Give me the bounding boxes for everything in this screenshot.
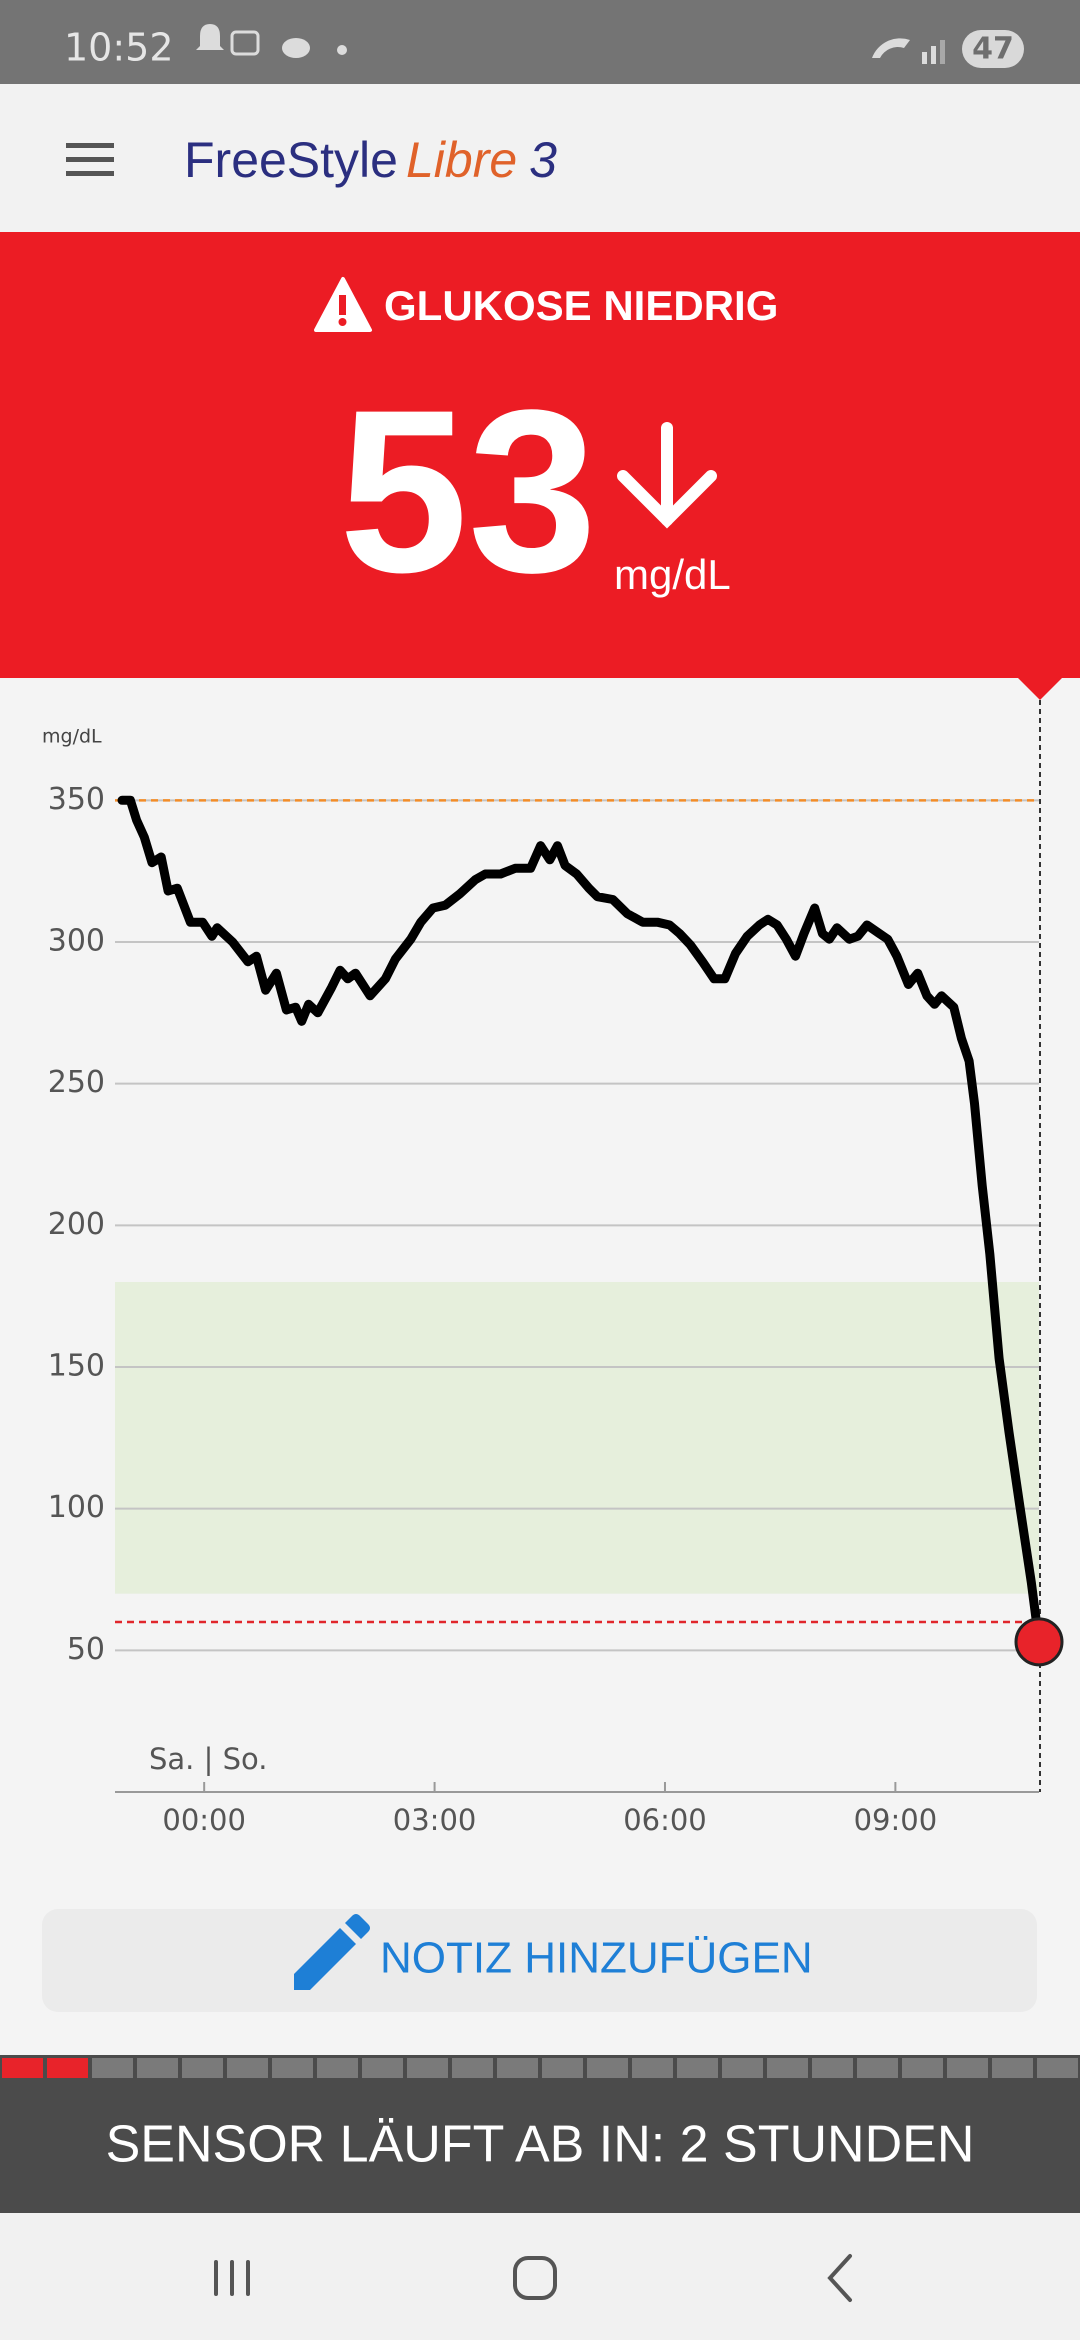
nav-bar xyxy=(0,2213,1080,2340)
sensor-segment xyxy=(992,2058,1033,2078)
sensor-segment xyxy=(767,2058,808,2078)
current-reading xyxy=(1014,1617,1064,1667)
menu-line xyxy=(66,157,114,162)
sensor-segment xyxy=(497,2058,538,2078)
sensor-segment xyxy=(47,2058,88,2078)
sensor-banner xyxy=(0,2080,1080,2213)
sensor-segment xyxy=(902,2058,943,2078)
x-tick-label: 00:00 xyxy=(162,1803,246,1837)
status-icons xyxy=(196,24,1024,68)
sensor-segment xyxy=(587,2058,628,2078)
battery-level: 47 xyxy=(972,32,1014,67)
nav-buttons xyxy=(214,2254,852,2302)
target-range xyxy=(115,1282,1039,1594)
wifi-icon xyxy=(872,38,910,58)
day-label: Sa. | So. xyxy=(149,1742,267,1776)
y-axis-label: mg/dL xyxy=(42,726,102,748)
alert-title: GLUKOSE NIEDRIG xyxy=(384,282,778,329)
sensor-segment xyxy=(722,2058,763,2078)
sensor-segment xyxy=(272,2058,313,2078)
sensor-progress-bg xyxy=(0,2055,1080,2080)
brand-product: Libre xyxy=(406,132,517,188)
pencil-tip xyxy=(345,1914,370,1939)
x-tick-label: 09:00 xyxy=(854,1803,938,1837)
sensor-segment xyxy=(317,2058,358,2078)
sensor-segment xyxy=(947,2058,988,2078)
sensor-segment xyxy=(137,2058,178,2078)
sensor-segment xyxy=(362,2058,403,2078)
sensor-segment xyxy=(92,2058,133,2078)
sensor-segment xyxy=(677,2058,718,2078)
y-tick-label: 200 xyxy=(48,1207,105,1242)
sensor-segment xyxy=(2,2058,43,2078)
recents-button[interactable] xyxy=(214,2260,250,2296)
y-tick-label: 250 xyxy=(48,1065,105,1100)
menu-line xyxy=(66,171,114,176)
menu-line xyxy=(66,143,114,148)
glucose-unit: mg/dL xyxy=(614,551,731,598)
brand-logo: FreeStyle Libre 3 xyxy=(184,132,557,188)
app-header xyxy=(0,84,1080,232)
warning-mark xyxy=(339,295,346,315)
chat-icon xyxy=(282,38,310,58)
x-tick-label: 03:00 xyxy=(393,1803,477,1837)
brand-version: 3 xyxy=(529,132,557,188)
y-tick-label: 300 xyxy=(48,924,105,959)
sensor-segment xyxy=(632,2058,673,2078)
sensor-segment xyxy=(1037,2058,1078,2078)
trend-arrow xyxy=(617,422,717,529)
sensor-segment xyxy=(857,2058,898,2078)
battery xyxy=(962,30,1024,68)
dot-icon xyxy=(337,45,347,55)
y-tick-label: 50 xyxy=(67,1632,105,1667)
y-tick-label: 150 xyxy=(48,1349,105,1384)
pencil-body xyxy=(294,1928,356,1990)
bell-icon xyxy=(196,24,224,50)
screenshot-icon xyxy=(230,30,260,56)
back-button[interactable] xyxy=(827,2254,852,2302)
note-button[interactable] xyxy=(42,1909,1037,2012)
y-tick-label: 100 xyxy=(48,1490,105,1525)
glucose-line xyxy=(117,795,1044,1647)
sensor-message: SENSOR LÄUFT AB IN: 2 STUNDEN xyxy=(106,2116,975,2174)
menu-button[interactable] xyxy=(66,143,114,176)
x-tick-label: 06:00 xyxy=(623,1803,707,1837)
trend-arrow-head xyxy=(617,470,717,529)
home-button[interactable] xyxy=(513,2256,557,2300)
signal-bar xyxy=(922,52,927,64)
glucose-value: 53 xyxy=(339,362,597,621)
y-tick-label: 350 xyxy=(48,782,105,817)
note-button-label[interactable]: NOTIZ HINZUFÜGEN xyxy=(380,1934,813,1983)
alert-banner xyxy=(0,232,1080,700)
signal-bar xyxy=(940,40,945,64)
warning-dot xyxy=(338,318,347,326)
sensor-segment xyxy=(452,2058,493,2078)
sensor-segment xyxy=(812,2058,853,2078)
sensor-progress xyxy=(0,2055,1080,2080)
signal-bar xyxy=(931,46,936,64)
brand-name: FreeStyle xyxy=(184,132,398,188)
warning-icon xyxy=(314,277,372,332)
status-time: 10:52 xyxy=(64,26,174,70)
sensor-segment xyxy=(227,2058,268,2078)
glucose-chart: 50 100 150 200 250 300 350 00:00 03:00 06:00 09:00… xyxy=(48,700,1064,1837)
pencil-icon xyxy=(294,1914,370,1990)
sensor-segment xyxy=(407,2058,448,2078)
sensor-segment xyxy=(182,2058,223,2078)
sensor-segment xyxy=(542,2058,583,2078)
